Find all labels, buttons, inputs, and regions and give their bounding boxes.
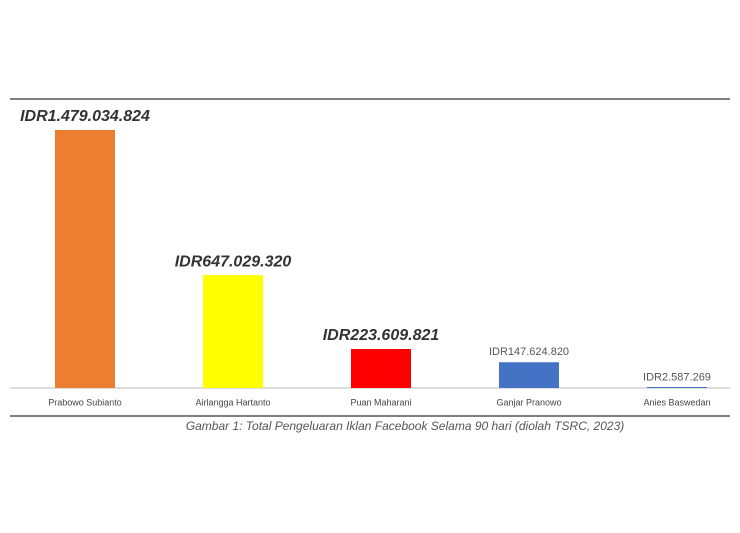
bar — [351, 348, 411, 388]
caption: Gambar 1: Total Pengeluaran Iklan Facebo… — [186, 419, 624, 433]
value-label: IDR647.029.320 — [175, 253, 292, 270]
bar — [647, 387, 707, 388]
x-tick-label: Airlangga Hartanto — [195, 397, 270, 407]
value-label: IDR1.479.034.824 — [20, 108, 150, 125]
bar — [499, 362, 559, 388]
value-label: IDR223.609.821 — [323, 327, 440, 344]
bar — [203, 275, 263, 388]
x-tick-label: Puan Maharani — [350, 397, 411, 407]
bar — [55, 130, 115, 388]
value-label: IDR147.624.820 — [489, 346, 569, 358]
x-tick-label: Anies Baswedan — [643, 397, 710, 407]
value-label: IDR2.587.269 — [643, 371, 711, 383]
x-tick-label: Ganjar Pranowo — [496, 397, 561, 407]
x-tick-label: Prabowo Subianto — [48, 397, 122, 407]
